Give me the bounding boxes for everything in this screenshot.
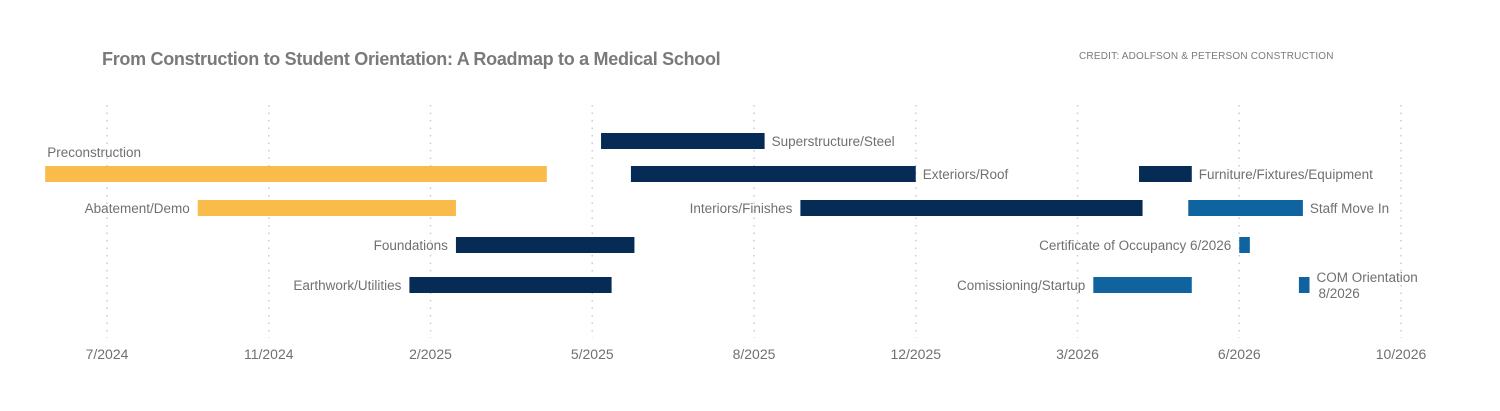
task-bar bbox=[1298, 277, 1310, 293]
task-bar bbox=[800, 200, 1143, 216]
credit-line: CREDIT: ADOLFSON & PETERSON CONSTRUCTION bbox=[1079, 51, 1334, 62]
task-bar bbox=[409, 277, 612, 293]
x-tick-label: 11/2024 bbox=[244, 346, 294, 362]
task-label: Foundations bbox=[374, 238, 449, 253]
task-label: Preconstruction bbox=[47, 145, 141, 160]
task-label: Certificate of Occupancy 6/2026 bbox=[1039, 238, 1231, 253]
task-label: Furniture/Fixtures/Equipment bbox=[1199, 167, 1373, 182]
x-tick-label: 8/2025 bbox=[733, 346, 776, 362]
task-bar bbox=[45, 166, 547, 182]
task-bar bbox=[630, 166, 916, 182]
task-label: Superstructure/Steel bbox=[772, 134, 895, 149]
x-tick-label: 6/2026 bbox=[1218, 346, 1261, 362]
x-tick-label: 10/2026 bbox=[1376, 346, 1427, 362]
task-label: Exteriors/Roof bbox=[923, 167, 1009, 182]
x-tick-label: 7/2024 bbox=[86, 346, 129, 362]
task-bar bbox=[1093, 277, 1192, 293]
task-bar bbox=[1188, 200, 1303, 216]
task-label: Comissioning/Startup bbox=[957, 278, 1085, 293]
task-label: Earthwork/Utilities bbox=[293, 278, 401, 293]
task-label: Abatement/Demo bbox=[85, 201, 190, 216]
task-label: COM Orientation 8/2026 bbox=[1317, 270, 1418, 301]
x-tick-label: 2/2025 bbox=[409, 346, 452, 362]
x-tick-label: 5/2025 bbox=[571, 346, 614, 362]
task-bar bbox=[197, 200, 456, 216]
x-tick-label: 3/2026 bbox=[1056, 346, 1099, 362]
task-label: Staff Move In bbox=[1310, 201, 1389, 216]
task-bar bbox=[601, 133, 765, 149]
task-bar bbox=[455, 237, 635, 253]
task-label: Interiors/Finishes bbox=[690, 201, 793, 216]
task-bar bbox=[1139, 166, 1192, 182]
x-tick-label: 12/2025 bbox=[890, 346, 941, 362]
task-bar bbox=[1239, 237, 1250, 253]
chart-title: From Construction to Student Orientation… bbox=[102, 49, 721, 69]
